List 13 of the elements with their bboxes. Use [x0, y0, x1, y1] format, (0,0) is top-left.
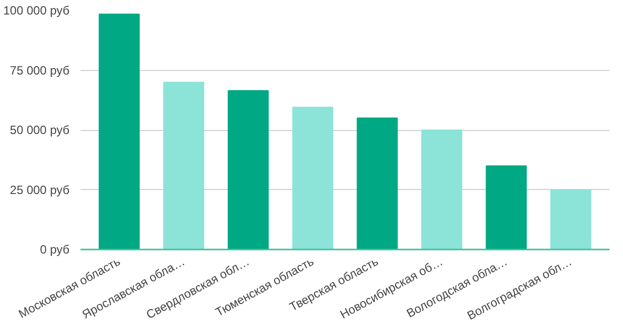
y-tick-label: 100 000 руб: [3, 4, 70, 18]
y-tick-label: 50 000 руб: [10, 123, 70, 137]
bar: [356, 118, 398, 250]
bar: [550, 189, 592, 250]
bar: [228, 90, 269, 250]
bar: [163, 82, 204, 250]
bar: [292, 106, 334, 250]
bar: [486, 165, 527, 250]
bar: [421, 130, 462, 250]
y-tick-label: 0 руб: [40, 242, 70, 256]
bar: [98, 14, 140, 250]
y-tick-label: 75 000 руб: [10, 63, 70, 78]
y-tick-label: 25 000 руб: [10, 182, 70, 197]
